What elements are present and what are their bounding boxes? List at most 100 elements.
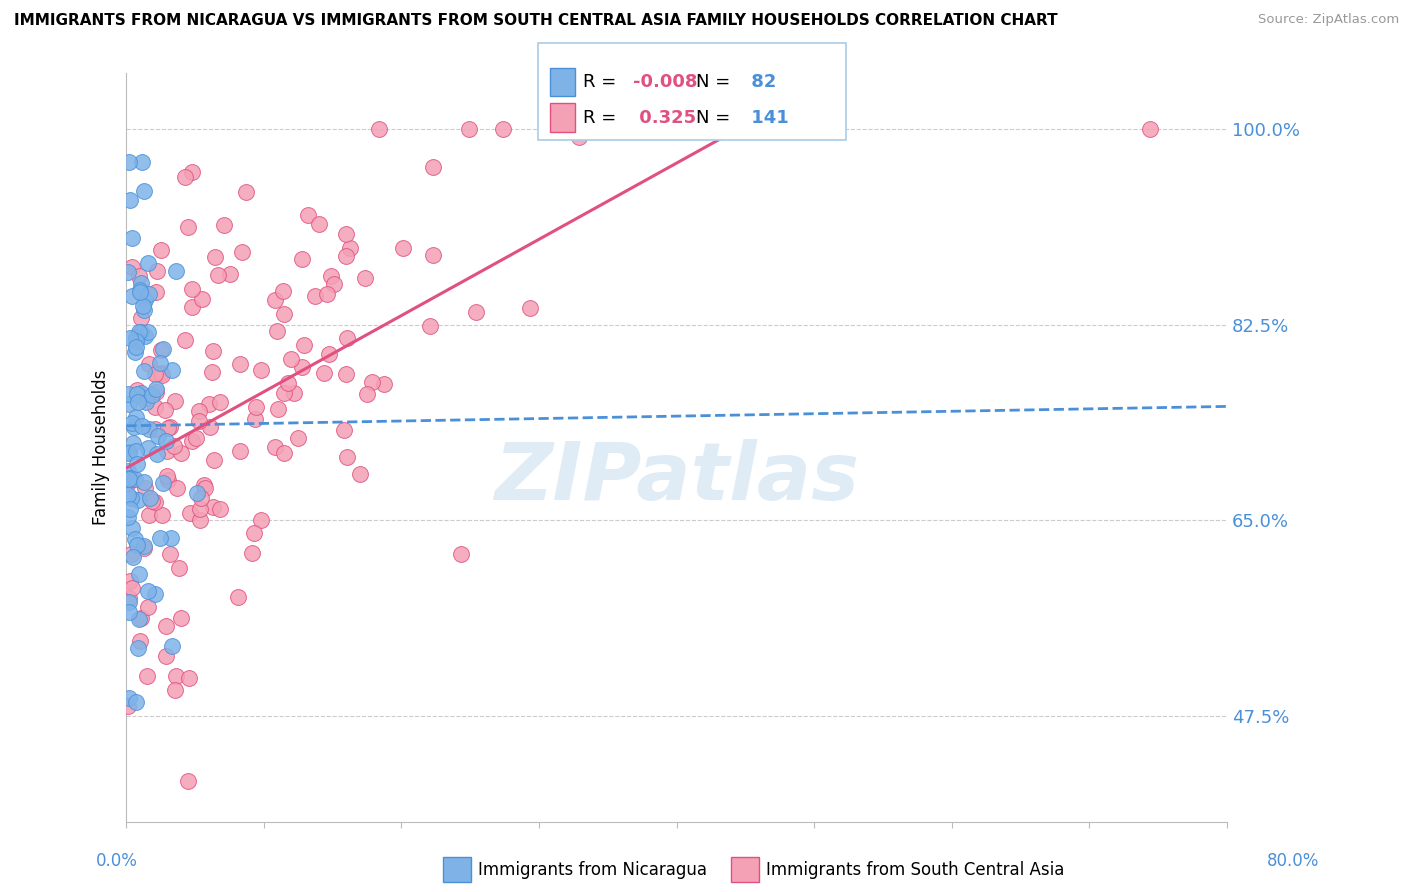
Point xyxy=(135,395,157,409)
Point xyxy=(117,475,139,490)
Point xyxy=(156,469,179,483)
Point xyxy=(208,394,231,409)
Point xyxy=(465,305,488,319)
Point xyxy=(125,387,148,401)
Point xyxy=(124,532,146,546)
Point xyxy=(143,367,166,381)
Point xyxy=(155,648,177,663)
Point xyxy=(121,289,143,303)
Point xyxy=(125,444,148,458)
Point xyxy=(134,293,156,307)
Point xyxy=(128,567,150,582)
Point xyxy=(139,491,162,506)
Point xyxy=(373,377,395,392)
Point xyxy=(117,265,139,279)
Point xyxy=(354,271,377,285)
Point xyxy=(131,418,153,433)
Point xyxy=(349,467,371,481)
Point xyxy=(149,532,172,546)
Point xyxy=(229,443,252,458)
Point xyxy=(160,640,183,654)
Point xyxy=(181,300,204,314)
Point xyxy=(145,285,167,299)
Point xyxy=(450,547,472,561)
Point xyxy=(149,243,172,257)
Point xyxy=(174,333,197,347)
Point xyxy=(335,249,357,263)
Point xyxy=(179,507,201,521)
Point xyxy=(458,122,481,136)
Point xyxy=(297,208,319,222)
Point xyxy=(120,501,142,516)
Point xyxy=(181,282,204,296)
Point xyxy=(188,404,211,418)
Point xyxy=(240,546,263,560)
Point xyxy=(127,640,149,655)
Point xyxy=(231,244,253,259)
Text: 82: 82 xyxy=(745,73,776,91)
Point xyxy=(121,231,143,245)
Point xyxy=(336,331,359,345)
Point xyxy=(155,619,177,633)
Point xyxy=(118,331,141,345)
Point xyxy=(422,160,444,174)
Point xyxy=(165,669,187,683)
Point xyxy=(145,384,167,399)
Point xyxy=(150,508,173,522)
Point xyxy=(138,287,160,301)
Point xyxy=(134,302,156,317)
Point xyxy=(125,340,148,354)
Point xyxy=(184,431,207,445)
Point xyxy=(143,495,166,509)
Point xyxy=(146,368,169,382)
Point xyxy=(245,400,267,414)
Point xyxy=(136,441,159,455)
Point xyxy=(229,357,252,371)
Text: 80.0%: 80.0% xyxy=(1267,852,1319,870)
Point xyxy=(198,397,221,411)
Point xyxy=(308,217,330,231)
Point xyxy=(245,412,267,426)
Point xyxy=(118,690,141,705)
Point xyxy=(125,383,148,397)
Point xyxy=(249,513,271,527)
Point xyxy=(118,595,141,609)
Point xyxy=(361,375,384,389)
Point xyxy=(118,470,141,484)
Point xyxy=(143,400,166,414)
Point xyxy=(273,307,295,321)
Point xyxy=(339,241,361,255)
Point xyxy=(138,422,160,436)
Point xyxy=(180,434,202,448)
Point xyxy=(280,351,302,366)
Point xyxy=(121,521,143,535)
Point xyxy=(129,276,152,290)
Point xyxy=(117,387,139,401)
Point xyxy=(117,605,139,619)
Text: Source: ZipAtlas.com: Source: ZipAtlas.com xyxy=(1258,13,1399,27)
Point xyxy=(219,267,242,281)
Point xyxy=(291,359,314,374)
Point xyxy=(176,219,198,234)
Text: R =: R = xyxy=(583,73,623,91)
Point xyxy=(134,328,156,343)
Point xyxy=(186,486,208,500)
Point xyxy=(155,434,177,448)
Point xyxy=(118,445,141,459)
Point xyxy=(117,487,139,501)
Point xyxy=(128,612,150,626)
Point xyxy=(135,669,157,683)
Point xyxy=(143,422,166,436)
Point xyxy=(292,338,315,352)
Point xyxy=(157,473,180,487)
Point xyxy=(128,325,150,339)
Point xyxy=(177,774,200,789)
Point xyxy=(209,502,232,516)
Y-axis label: Family Households: Family Households xyxy=(93,370,110,525)
Point xyxy=(201,365,224,379)
Text: N =: N = xyxy=(696,109,735,127)
Point xyxy=(125,458,148,472)
Point xyxy=(226,590,249,604)
Point xyxy=(1139,122,1161,136)
Text: 0.0%: 0.0% xyxy=(96,852,138,870)
